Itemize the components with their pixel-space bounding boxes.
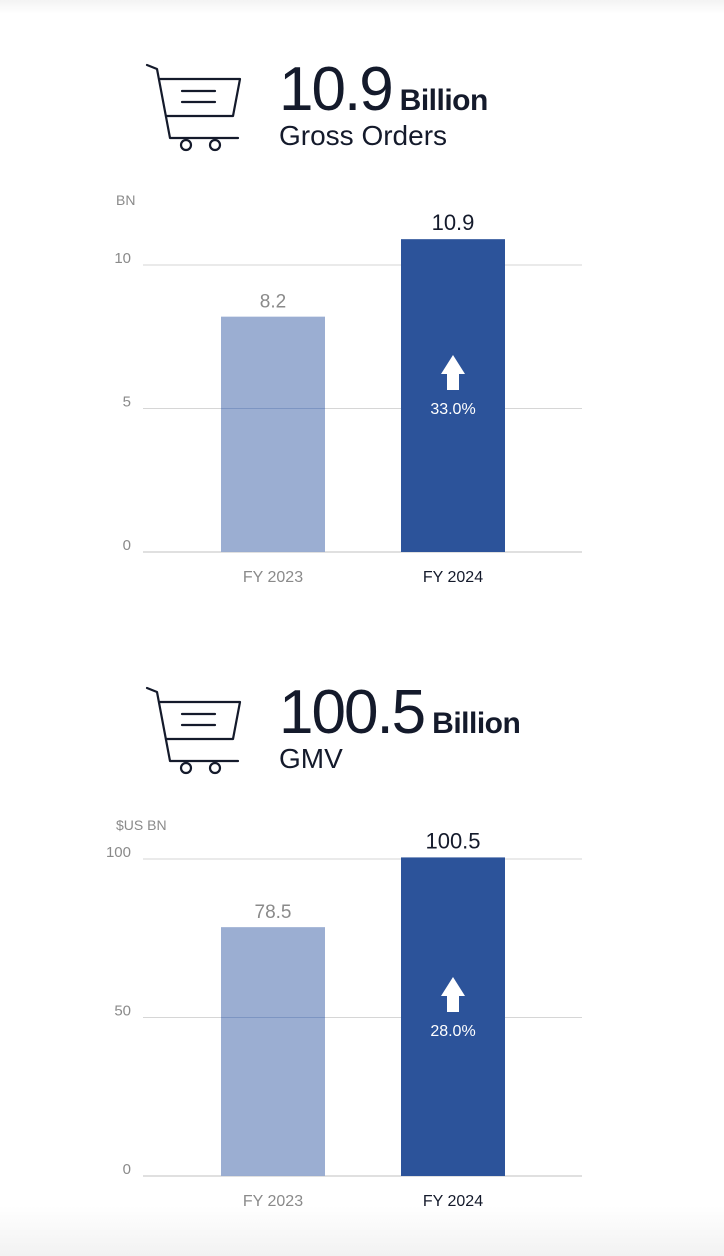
y-tick-label: 10 <box>114 250 131 267</box>
bottom-shade <box>0 1206 724 1256</box>
headline: 100.5 Billion <box>279 677 521 748</box>
headline-value: 100.5 <box>279 678 426 747</box>
y-axis-label: $US BN <box>116 817 167 833</box>
top-shade <box>0 0 724 14</box>
bar-fy-2024 <box>401 857 505 1176</box>
headline-label: Gross Orders <box>279 120 448 151</box>
bar-fy-2023 <box>221 927 325 1176</box>
y-tick-label: 0 <box>123 537 131 554</box>
growth-label: 28.0% <box>430 1023 475 1040</box>
x-tick-label: FY 2024 <box>423 1193 483 1210</box>
kpi-gross-orders: 10.9 Billion Gross Orders <box>0 55 724 172</box>
headline-label: GMV <box>279 743 343 774</box>
x-tick-label: FY 2023 <box>243 1193 303 1210</box>
data-label: 100.5 <box>425 828 480 853</box>
y-tick-label: 0 <box>123 1161 131 1178</box>
bar-fy-2023 <box>221 316 325 552</box>
y-tick-label: 5 <box>123 394 131 411</box>
y-tick-label: 100 <box>106 844 131 861</box>
headline: 10.9 Billion <box>279 54 488 125</box>
arrow-up-icon <box>441 977 465 1012</box>
gmv-chart: $US BN 0 50 100 78.5 FY 2023 100.5 FY 2024 28.0% <box>106 817 582 1210</box>
headline-value: 10.9 <box>279 55 394 124</box>
shopping-cart-icon <box>145 686 242 775</box>
data-label: 8.2 <box>260 292 286 313</box>
bar-fy-2024 <box>401 239 505 553</box>
growth-label: 33.0% <box>430 401 475 418</box>
x-tick-label: FY 2023 <box>243 569 303 586</box>
data-label: 78.5 <box>255 902 292 923</box>
headline-unit: Billion <box>432 707 521 740</box>
x-tick-label: FY 2024 <box>423 569 483 586</box>
headline-unit: Billion <box>399 84 489 117</box>
gross-orders-chart: BN 0 5 10 8.2 FY 2023 10.9 FY 2024 33.0% <box>114 192 582 586</box>
y-tick-label: 50 <box>114 1003 131 1020</box>
shopping-cart-icon <box>145 63 242 152</box>
data-label: 10.9 <box>432 210 475 235</box>
arrow-up-icon <box>441 355 465 390</box>
y-axis-label: BN <box>116 192 135 208</box>
kpi-gmv: 100.5 Billion GMV <box>0 678 724 795</box>
